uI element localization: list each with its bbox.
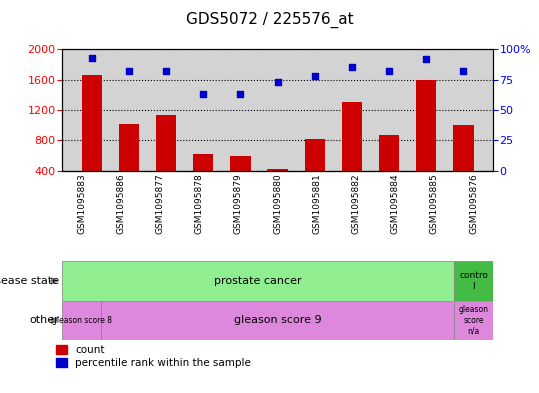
Text: GSM1095876: GSM1095876	[469, 174, 478, 234]
Legend: count, percentile rank within the sample: count, percentile rank within the sample	[57, 345, 251, 368]
Point	[236, 91, 245, 97]
Text: GSM1095886: GSM1095886	[116, 174, 125, 234]
Point	[310, 73, 319, 79]
Bar	[62, 301, 101, 340]
Text: prostate cancer: prostate cancer	[214, 276, 302, 286]
Point	[385, 68, 393, 74]
Text: GSM1095881: GSM1095881	[312, 174, 321, 234]
Bar	[416, 79, 437, 171]
Bar	[81, 75, 102, 171]
Bar	[156, 116, 176, 171]
Text: GSM1095882: GSM1095882	[351, 174, 361, 234]
Point	[348, 64, 356, 70]
Text: GSM1095878: GSM1095878	[195, 174, 204, 234]
Bar	[119, 124, 139, 171]
Bar	[230, 156, 251, 171]
Point	[273, 79, 282, 85]
Bar	[379, 135, 399, 171]
Text: contro
l: contro l	[459, 271, 488, 291]
Text: GSM1095877: GSM1095877	[155, 174, 164, 234]
Bar	[342, 103, 362, 171]
Bar	[453, 125, 474, 171]
Point	[422, 56, 431, 62]
Point	[162, 68, 170, 74]
Point	[125, 68, 133, 74]
Bar	[193, 154, 213, 171]
Bar	[101, 301, 454, 340]
Bar	[454, 301, 493, 340]
Text: disease state: disease state	[0, 276, 59, 286]
Text: gleason score 8: gleason score 8	[52, 316, 112, 325]
Bar	[454, 261, 493, 301]
Bar	[267, 169, 288, 171]
Point	[459, 68, 468, 74]
Text: gleason score 9: gleason score 9	[234, 315, 321, 325]
Text: GDS5072 / 225576_at: GDS5072 / 225576_at	[186, 12, 353, 28]
Text: GSM1095883: GSM1095883	[77, 174, 86, 234]
Point	[199, 91, 208, 97]
Text: GSM1095880: GSM1095880	[273, 174, 282, 234]
Text: other: other	[30, 315, 59, 325]
Text: GSM1095879: GSM1095879	[234, 174, 243, 234]
Point	[87, 55, 96, 61]
Text: GSM1095884: GSM1095884	[391, 174, 400, 234]
Text: gleason
score
n/a: gleason score n/a	[459, 305, 488, 335]
Text: GSM1095885: GSM1095885	[430, 174, 439, 234]
Bar	[305, 139, 325, 171]
